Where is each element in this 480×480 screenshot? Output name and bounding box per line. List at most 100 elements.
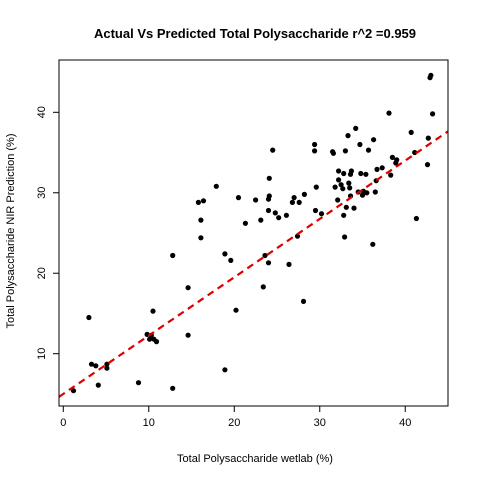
data-point <box>260 284 266 290</box>
y-axis-label: Total Polysaccharide NIR Prediction (%) <box>5 133 17 328</box>
data-point <box>291 195 297 201</box>
data-point <box>364 190 370 196</box>
data-point <box>170 252 176 259</box>
x-tick-label: 10 <box>143 417 155 429</box>
data-point <box>353 125 359 131</box>
data-point <box>346 180 352 186</box>
data-point <box>357 141 363 148</box>
data-point <box>266 193 272 199</box>
data-point <box>200 198 207 204</box>
data-point <box>341 170 347 177</box>
x-tick-label: 20 <box>228 417 240 429</box>
data-point <box>365 147 372 153</box>
data-point <box>336 177 342 183</box>
data-point <box>265 260 272 266</box>
data-point <box>424 162 431 168</box>
data-point <box>312 141 318 148</box>
regression-line-group <box>58 130 449 398</box>
data-point <box>222 251 228 257</box>
data-point <box>335 197 341 203</box>
plot-frame <box>58 59 449 407</box>
data-point <box>283 212 289 218</box>
data-point <box>86 314 92 321</box>
data-point <box>70 388 77 394</box>
data-point <box>345 133 351 139</box>
data-point <box>301 191 307 197</box>
x-axis-label: Total Polysaccharide wetlab (%) <box>177 453 333 465</box>
y-tick-label: 10 <box>36 348 48 360</box>
data-point <box>313 184 319 190</box>
data-point <box>104 361 110 367</box>
data-points <box>70 72 436 394</box>
data-point <box>170 385 176 391</box>
x-tick-label: 30 <box>314 417 326 429</box>
data-point <box>286 261 292 267</box>
data-point <box>358 170 364 177</box>
x-tick-label: 0 <box>60 417 66 429</box>
data-point <box>233 307 239 313</box>
data-point <box>135 380 142 386</box>
data-point <box>222 367 228 373</box>
x-tick-label: 40 <box>399 417 411 429</box>
data-point <box>430 111 436 117</box>
data-point <box>347 185 353 191</box>
data-point <box>289 199 295 205</box>
data-point <box>195 199 201 205</box>
data-point <box>342 234 348 240</box>
data-point <box>330 150 336 156</box>
data-point <box>153 339 160 345</box>
data-point <box>348 168 354 174</box>
data-point <box>343 204 349 210</box>
data-point <box>265 207 272 214</box>
data-point <box>104 365 110 371</box>
data-point <box>342 148 348 154</box>
data-point <box>388 172 394 178</box>
data-point <box>235 195 242 201</box>
data-point <box>88 361 95 367</box>
data-point <box>332 184 338 190</box>
data-point <box>363 171 369 177</box>
chart-title: Actual Vs Predicted Total Polysaccharide… <box>94 26 416 41</box>
data-point <box>351 205 357 211</box>
data-point <box>340 186 346 192</box>
data-point <box>300 298 307 304</box>
data-point <box>242 220 248 226</box>
data-point <box>386 110 392 116</box>
data-point <box>266 175 272 181</box>
data-point <box>270 147 276 153</box>
data-point <box>147 336 153 342</box>
data-point <box>374 166 380 172</box>
data-point <box>272 210 278 216</box>
data-point <box>198 217 204 223</box>
data-point <box>253 197 259 203</box>
data-point <box>95 382 101 388</box>
data-point <box>408 129 414 135</box>
y-tick-label: 30 <box>36 187 48 199</box>
data-point <box>371 137 377 143</box>
y-tick-label: 20 <box>36 267 48 279</box>
data-point <box>296 199 302 205</box>
data-point <box>336 168 342 174</box>
data-point <box>228 257 234 263</box>
data-point <box>359 192 366 198</box>
data-point <box>198 235 204 241</box>
data-point <box>276 215 282 221</box>
data-point <box>394 157 400 163</box>
data-point <box>312 148 318 154</box>
regression-line <box>58 130 449 398</box>
data-point <box>185 285 191 291</box>
data-point <box>413 215 419 222</box>
data-point <box>150 308 156 314</box>
data-point <box>213 183 219 189</box>
data-point <box>372 189 378 195</box>
data-point <box>294 233 301 239</box>
data-point <box>318 211 325 217</box>
data-point <box>428 72 434 78</box>
data-point <box>412 149 418 156</box>
data-point <box>258 217 264 223</box>
data-point <box>341 212 347 218</box>
data-point <box>312 207 319 214</box>
data-point <box>370 241 376 247</box>
data-point <box>262 252 268 259</box>
